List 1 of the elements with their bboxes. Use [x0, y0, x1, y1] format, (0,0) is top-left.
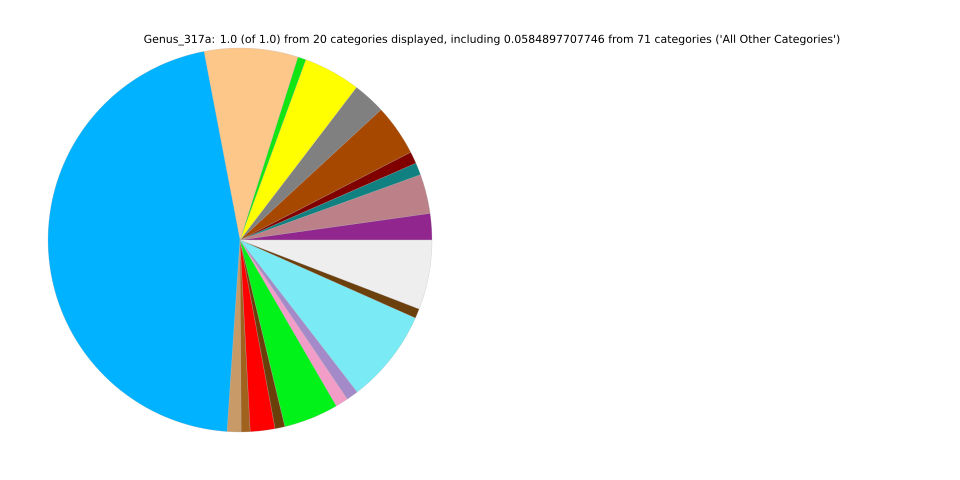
text: Genus_317a: 1.0 (of 1.0) from 20 categories displayed, including 0.0584897707746 from 71 categories ('All Other Categories') [144, 34, 840, 46]
